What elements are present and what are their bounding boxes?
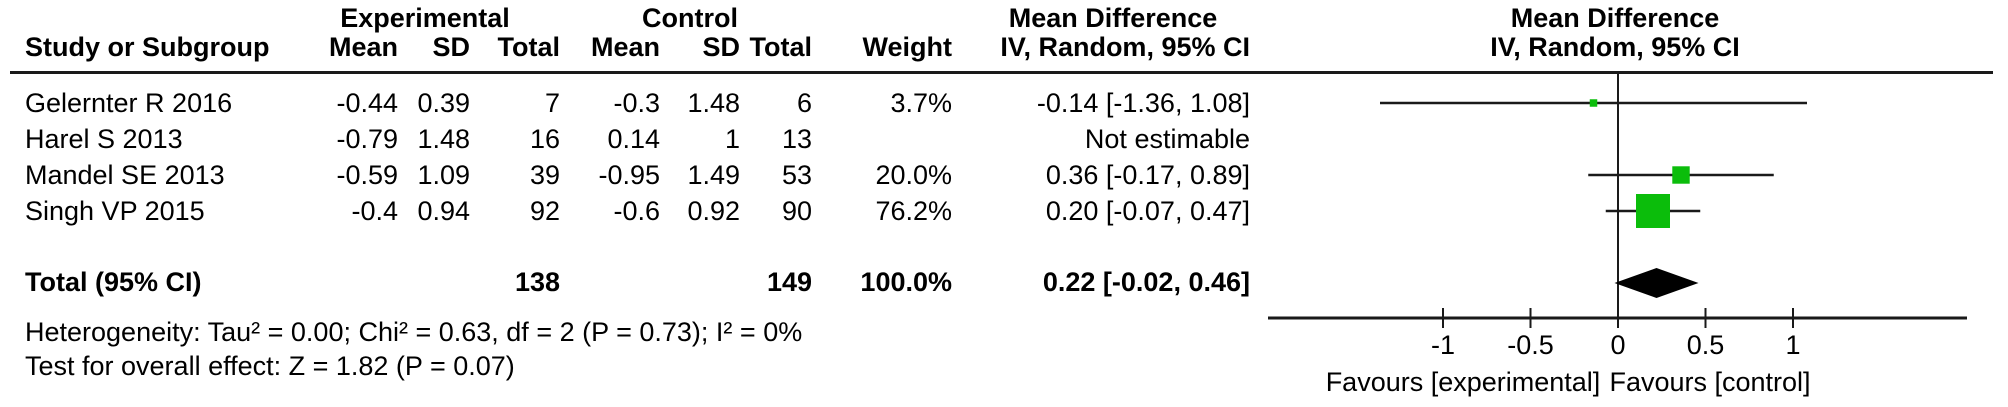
group-header-mean-difference: Mean Difference [1008, 3, 1218, 33]
ctrl-mean: 0.14 [607, 124, 660, 154]
axis-tick-label: 1 [1785, 330, 1800, 360]
axis-tick-label: -0.5 [1507, 330, 1554, 360]
col-header-exp-total: Total [497, 32, 561, 62]
exp-mean: -0.44 [336, 88, 398, 118]
axis-tick-label: 0.5 [1687, 330, 1725, 360]
ctrl-mean: -0.6 [613, 196, 660, 226]
exp-total: 92 [529, 196, 560, 226]
col-header-exp-sd: SD [432, 32, 470, 62]
ctrl-mean: -0.95 [598, 160, 660, 190]
exp-sd: 0.94 [417, 196, 470, 226]
ctrl-sd: 1.49 [687, 160, 740, 190]
ctrl-sd: 1 [724, 124, 740, 154]
favours-experimental-label: Favours [experimental] [1326, 367, 1601, 397]
exp-total: 7 [544, 88, 560, 118]
col-header-ci: IV, Random, 95% CI [1000, 32, 1250, 62]
exp-mean: -0.79 [336, 124, 398, 154]
ctrl-total: 90 [781, 196, 812, 226]
ci-text: -0.14 [-1.36, 1.08] [1036, 88, 1250, 118]
ctrl-total: 53 [781, 160, 812, 190]
col-header-ctrl-total: Total [749, 32, 813, 62]
ctrl-sd: 0.92 [687, 196, 740, 226]
exp-sd: 1.48 [417, 124, 470, 154]
effect-marker [1672, 166, 1690, 184]
total-ci-text: 0.22 [-0.02, 0.46] [1042, 267, 1250, 297]
effect-marker [1589, 99, 1598, 107]
effect-marker [1636, 194, 1670, 228]
total-ctrl-total: 149 [766, 267, 812, 297]
ctrl-total: 13 [781, 124, 812, 154]
col-header-weight: Weight [862, 32, 953, 62]
exp-mean: -0.4 [351, 196, 398, 226]
col-header-ctrl-mean: Mean [590, 32, 660, 62]
col-header-study: Study or Subgroup [25, 32, 270, 62]
exp-total: 16 [529, 124, 560, 154]
total-exp-total: 138 [514, 267, 560, 297]
group-header-control: Control [642, 3, 738, 33]
study-name: Harel S 2013 [25, 124, 183, 154]
weight: 20.0% [875, 160, 952, 190]
total-weight: 100.0% [860, 267, 952, 297]
axis-tick-label: 0 [1610, 330, 1625, 360]
ci-text: 0.36 [-0.17, 0.89] [1045, 160, 1250, 190]
group-header-experimental: Experimental [340, 3, 510, 33]
weight: 3.7% [890, 88, 952, 118]
study-name: Mandel SE 2013 [25, 160, 225, 190]
study-name: Singh VP 2015 [25, 196, 205, 226]
col-header-exp-mean: Mean [328, 32, 398, 62]
exp-mean: -0.59 [336, 160, 398, 190]
plot-header-title: Mean Difference [1510, 3, 1720, 33]
study-name: Gelernter R 2016 [25, 88, 233, 118]
ctrl-mean: -0.3 [613, 88, 660, 118]
total-diamond [1614, 268, 1699, 298]
favours-control-label: Favours [control] [1609, 367, 1810, 397]
total-label: Total (95% CI) [25, 267, 202, 297]
overall-effect-note: Test for overall effect: Z = 1.82 (P = 0… [25, 351, 515, 381]
heterogeneity-note: Heterogeneity: Tau² = 0.00; Chi² = 0.63,… [25, 317, 803, 347]
ctrl-sd: 1.48 [687, 88, 740, 118]
exp-total: 39 [529, 160, 560, 190]
ci-text: Not estimable [1084, 124, 1250, 154]
ctrl-total: 6 [796, 88, 812, 118]
axis-tick-label: -1 [1431, 330, 1455, 360]
col-header-ctrl-sd: SD [702, 32, 740, 62]
ci-text: 0.20 [-0.07, 0.47] [1045, 196, 1250, 226]
exp-sd: 1.09 [417, 160, 470, 190]
weight: 76.2% [875, 196, 952, 226]
exp-sd: 0.39 [417, 88, 470, 118]
plot-header-subtitle: IV, Random, 95% CI [1490, 32, 1740, 62]
